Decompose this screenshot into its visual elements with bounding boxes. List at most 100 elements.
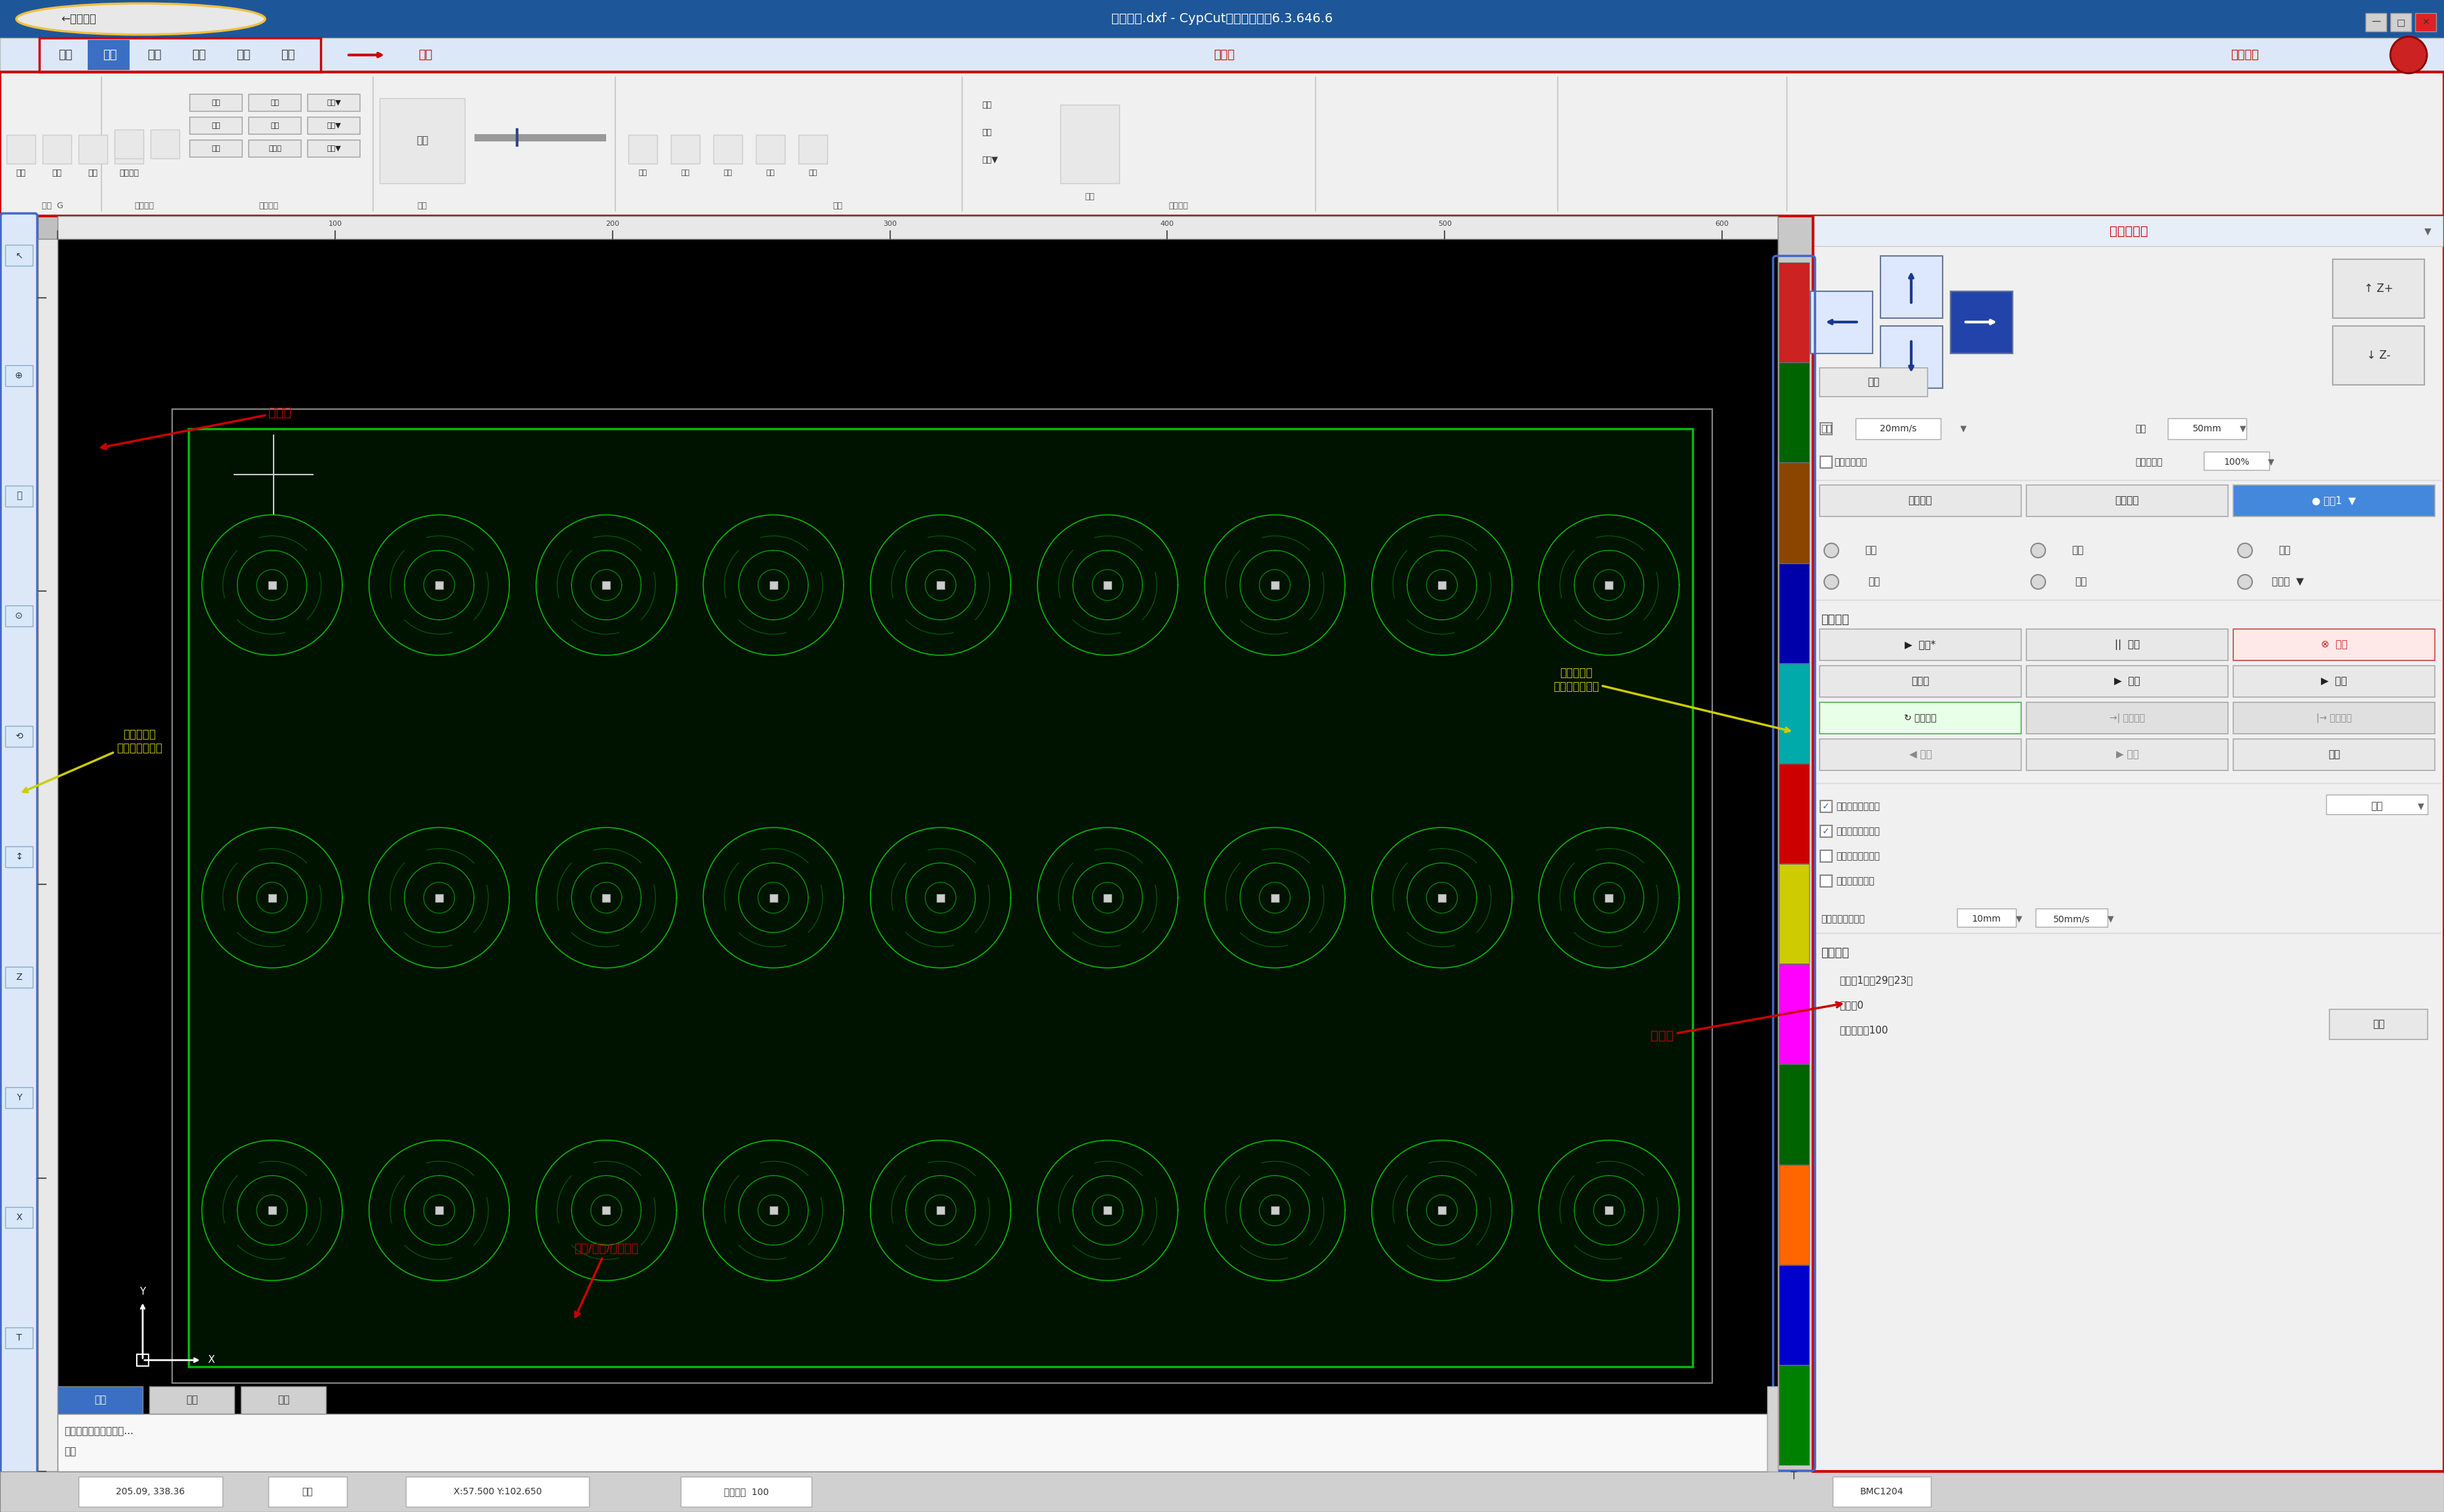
- Text: 激光: 激光: [2278, 546, 2290, 555]
- Text: 只加工选中的图形: 只加工选中的图形: [1835, 851, 1879, 860]
- Circle shape: [2239, 575, 2253, 590]
- Circle shape: [1823, 575, 1838, 590]
- Text: 计时：1小时29分23秒: 计时：1小时29分23秒: [1840, 975, 1914, 986]
- Bar: [1821, 875, 1833, 888]
- Text: ✋: ✋: [17, 491, 22, 500]
- Text: 加工计数: 加工计数: [1821, 947, 1850, 959]
- Bar: [78, 1477, 222, 1507]
- Bar: [0, 73, 2444, 216]
- Text: 补偿: 补偿: [213, 145, 220, 151]
- Bar: [191, 116, 242, 135]
- Bar: [242, 1387, 325, 1414]
- Bar: [1821, 800, 1833, 812]
- Text: →| 断点定位: →| 断点定位: [2109, 714, 2146, 723]
- Text: 正在重新生成所有图形...: 正在重新生成所有图形...: [64, 1426, 134, 1436]
- Circle shape: [2031, 575, 2046, 590]
- Bar: [2234, 485, 2434, 517]
- Bar: [1779, 1266, 1809, 1365]
- Text: 参数设置: 参数设置: [1168, 201, 1188, 210]
- Text: 完成: 完成: [64, 1447, 76, 1456]
- Bar: [191, 94, 242, 112]
- Bar: [42, 135, 71, 163]
- Bar: [1958, 909, 2016, 927]
- Text: —: —: [2371, 18, 2380, 27]
- Bar: [266, 39, 308, 70]
- Text: T: T: [17, 1334, 22, 1343]
- Bar: [1105, 1207, 1112, 1214]
- Text: 绘图: 绘图: [95, 1396, 105, 1405]
- Text: 工具栏: 工具栏: [100, 407, 291, 449]
- Text: 计件：0: 计件：0: [1840, 1001, 1862, 1010]
- Text: 图框工具栏
（右侧工具栏）: 图框工具栏 （右侧工具栏）: [1554, 667, 1789, 732]
- Bar: [249, 116, 301, 135]
- Bar: [269, 894, 276, 901]
- Bar: [755, 135, 785, 163]
- Text: 封口▼: 封口▼: [327, 145, 340, 151]
- Text: ▶ 前进: ▶ 前进: [2117, 750, 2138, 759]
- Bar: [5, 1087, 32, 1108]
- Bar: [799, 135, 829, 163]
- Bar: [1779, 1365, 1809, 1465]
- Text: 500: 500: [1437, 221, 1452, 227]
- Bar: [936, 1207, 943, 1214]
- Bar: [2327, 795, 2427, 815]
- Bar: [770, 894, 777, 901]
- Text: 零点: 零点: [2371, 801, 2383, 812]
- Bar: [936, 894, 943, 901]
- Text: 文件: 文件: [59, 48, 73, 60]
- Text: 微车▼: 微车▼: [327, 100, 340, 106]
- Text: 启用软限位保护: 启用软限位保护: [1835, 877, 1875, 886]
- Text: ⊙: ⊙: [15, 612, 22, 621]
- Bar: [5, 966, 32, 987]
- Bar: [1821, 629, 2021, 661]
- Bar: [0, 38, 2444, 73]
- Text: BMC1204: BMC1204: [1860, 1488, 1904, 1497]
- Bar: [1950, 290, 2011, 354]
- Bar: [5, 485, 32, 507]
- Text: 点动时开激光: 点动时开激光: [1833, 458, 1867, 467]
- Bar: [2329, 1010, 2427, 1039]
- Bar: [2026, 665, 2229, 697]
- Bar: [1437, 894, 1447, 901]
- Bar: [1779, 664, 1809, 764]
- Bar: [1105, 581, 1112, 590]
- Text: 显示: 显示: [51, 168, 61, 177]
- Bar: [435, 894, 442, 901]
- Bar: [770, 1207, 777, 1214]
- Bar: [1821, 665, 2021, 697]
- Text: 工艺设置: 工艺设置: [259, 201, 279, 210]
- Text: 版本号: 版本号: [1212, 48, 1234, 60]
- Text: ● 标记1  ▼: ● 标记1 ▼: [2312, 496, 2356, 505]
- Text: 点射功率：: 点射功率：: [2136, 458, 2163, 467]
- Text: 优化▼: 优化▼: [982, 156, 997, 163]
- Text: |→ 断点续接: |→ 断点续接: [2317, 714, 2351, 723]
- Bar: [115, 135, 144, 163]
- Text: 长向▼: 长向▼: [327, 122, 340, 129]
- Bar: [2168, 419, 2246, 438]
- Bar: [1779, 863, 1809, 963]
- Bar: [1813, 216, 2444, 1471]
- Text: 扫描: 扫描: [765, 169, 775, 175]
- Bar: [1779, 564, 1809, 662]
- Circle shape: [2390, 36, 2427, 73]
- Text: ▶  空走: ▶ 空走: [2322, 676, 2346, 686]
- Text: 阵列: 阵列: [682, 169, 689, 175]
- Bar: [601, 581, 611, 590]
- Text: ↖: ↖: [15, 251, 22, 260]
- Text: 折接: 折接: [982, 100, 992, 109]
- Text: 选择: 选择: [17, 168, 27, 177]
- Text: 回零: 回零: [2329, 750, 2339, 759]
- Bar: [1779, 463, 1809, 562]
- Text: ✕: ✕: [2422, 18, 2429, 27]
- Bar: [59, 239, 1777, 1471]
- Text: 回退、前进距离：: 回退、前进距离：: [1821, 915, 1865, 924]
- Bar: [5, 1207, 32, 1228]
- Bar: [78, 135, 108, 163]
- Text: 起点: 起点: [213, 100, 220, 106]
- Text: 400: 400: [1161, 221, 1173, 227]
- Bar: [115, 130, 144, 159]
- Bar: [714, 135, 743, 163]
- Text: 停靠: 停靠: [213, 122, 220, 129]
- Text: Y: Y: [17, 1093, 22, 1102]
- Text: 群组: 群组: [723, 169, 733, 175]
